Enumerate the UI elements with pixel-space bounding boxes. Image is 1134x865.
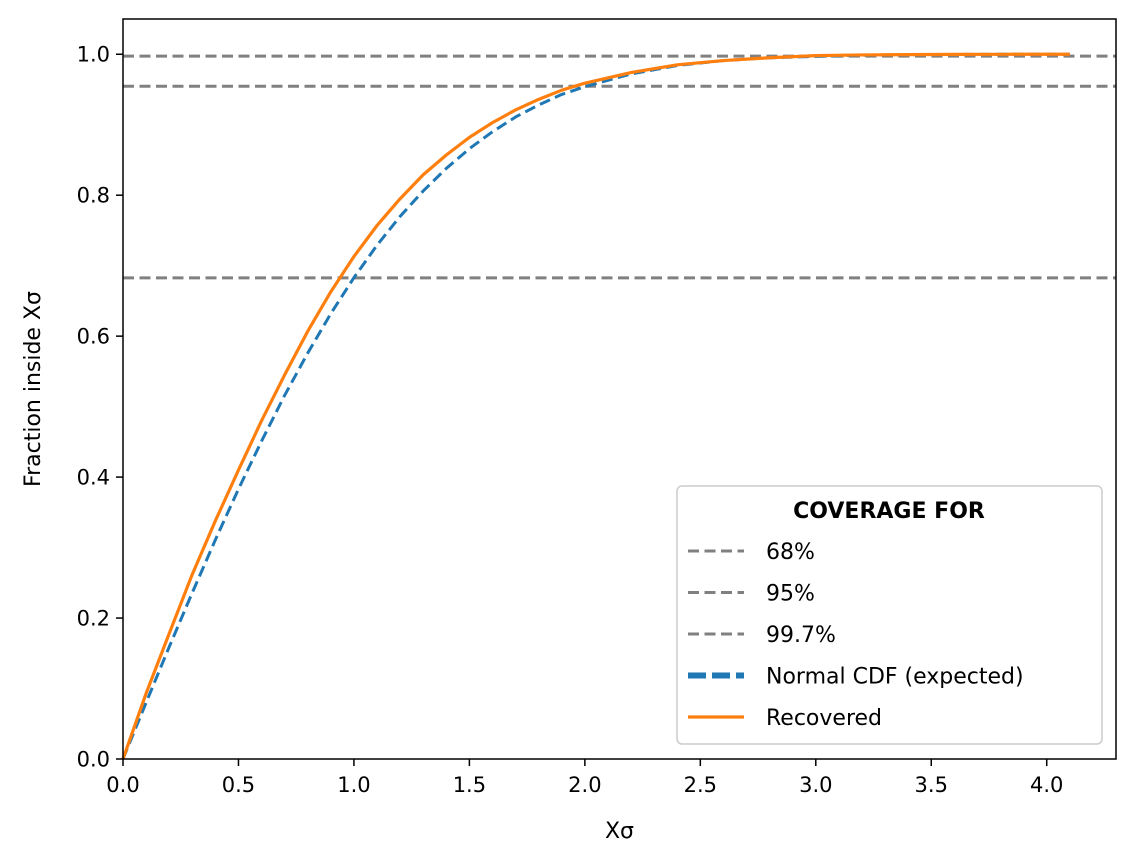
y-tick-label: 0.4 — [77, 466, 110, 490]
y-tick-label: 0.2 — [77, 607, 110, 631]
y-tick-label: 0.6 — [77, 325, 110, 349]
x-tick-label: 2.0 — [568, 773, 601, 797]
y-tick-label: 0.0 — [77, 748, 110, 772]
y-tick-label: 0.8 — [77, 184, 110, 208]
axes-frame — [122, 18, 1117, 760]
x-tick-label: 2.5 — [684, 773, 717, 797]
legend-label: 68% — [766, 540, 815, 565]
y-axis-ticks: 0.0 0.2 0.4 0.6 0.8 1.0 — [77, 43, 123, 772]
series-Recovered — [121, 52, 1070, 760]
legend-title: COVERAGE FOR — [793, 499, 985, 524]
legend-label: Recovered — [766, 706, 882, 731]
x-tick-label: 4.0 — [1030, 773, 1063, 797]
x-tick-label: 3.5 — [915, 773, 948, 797]
x-tick-label: 1.0 — [337, 773, 370, 797]
legend-label: 95% — [766, 582, 815, 607]
x-tick-label: 0.5 — [222, 773, 255, 797]
y-tick-label: 1.0 — [77, 43, 110, 67]
legend-label: Normal CDF (expected) — [766, 665, 1024, 690]
y-axis-label: Fraction inside Xσ — [21, 291, 46, 487]
legend-box — [676, 485, 1103, 745]
x-axis-ticks: 0.0 0.5 1.0 1.5 2.0 2.5 3.0 3.5 4.0 — [106, 759, 1063, 797]
reference-lines — [123, 54, 1116, 280]
legend: COVERAGE FOR 68% 95% 99.7% Normal CDF (expe… — [676, 485, 1103, 745]
x-tick-label: 1.5 — [453, 773, 486, 797]
x-tick-label: 0.0 — [106, 773, 139, 797]
plot-area — [121, 52, 1116, 760]
legend-label: 99.7% — [766, 623, 836, 648]
legend-entries: 68% 95% 99.7% Normal CDF (expected) Recovere… — [688, 540, 1024, 731]
x-tick-label: 3.0 — [799, 773, 832, 797]
series-layer — [121, 52, 1070, 760]
x-axis-label: Xσ — [605, 819, 634, 844]
